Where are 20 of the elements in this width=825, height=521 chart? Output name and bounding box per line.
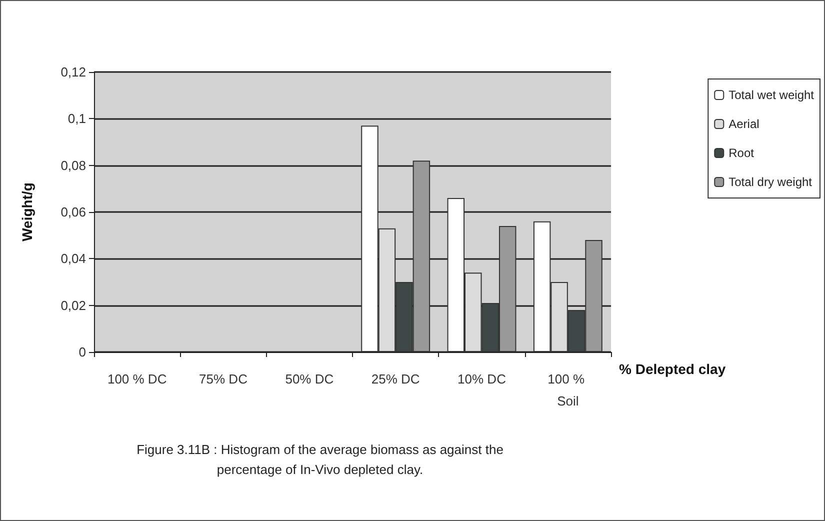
x-tick-label: 100 % Soil xyxy=(548,372,588,408)
legend-label: Root xyxy=(728,146,755,160)
y-tick-label: 0,04 xyxy=(60,251,86,266)
y-axis-title: Weight/g xyxy=(19,182,35,242)
legend-label: Total dry weight xyxy=(728,175,813,189)
legend-label: Aerial xyxy=(728,117,760,131)
x-tick-label: 50% DC xyxy=(285,372,334,386)
legend-label: Total wet weight xyxy=(728,88,815,102)
y-tick-label: 0,12 xyxy=(60,64,86,80)
caption: Figure 3.11B : Histogram of the average biomass as against the percentage of In-Vivo depleted clay. xyxy=(136,441,504,479)
x-tick-label: 75% DC xyxy=(199,372,248,386)
x-tick-label: 10% DC xyxy=(458,372,506,386)
y-tick-label: 0,1 xyxy=(68,111,86,126)
x-tick-label: 25% DC xyxy=(371,372,420,386)
x-axis-title: % Delepted clay xyxy=(619,361,726,377)
y-tick-label: 0,02 xyxy=(60,298,86,313)
y-tick-label: 0 xyxy=(78,344,86,360)
y-tick-label: 0,06 xyxy=(60,204,86,220)
y-tick-label: 0,08 xyxy=(60,158,86,173)
x-tick-label: 100 % DC xyxy=(107,372,167,386)
